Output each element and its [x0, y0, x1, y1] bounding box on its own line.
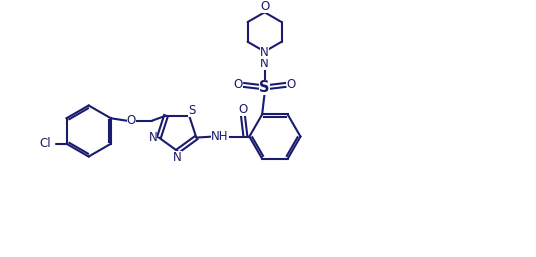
Text: O: O [287, 78, 296, 91]
Text: N: N [173, 151, 182, 164]
Text: N: N [260, 57, 269, 70]
Text: S: S [259, 80, 270, 95]
Text: O: O [239, 103, 248, 116]
Text: NH: NH [211, 130, 229, 143]
Text: N: N [260, 46, 269, 59]
Text: Cl: Cl [39, 137, 51, 150]
Text: N: N [148, 131, 158, 144]
Text: O: O [127, 114, 136, 127]
Text: S: S [189, 104, 196, 117]
Text: O: O [260, 0, 269, 13]
Text: O: O [234, 78, 243, 91]
